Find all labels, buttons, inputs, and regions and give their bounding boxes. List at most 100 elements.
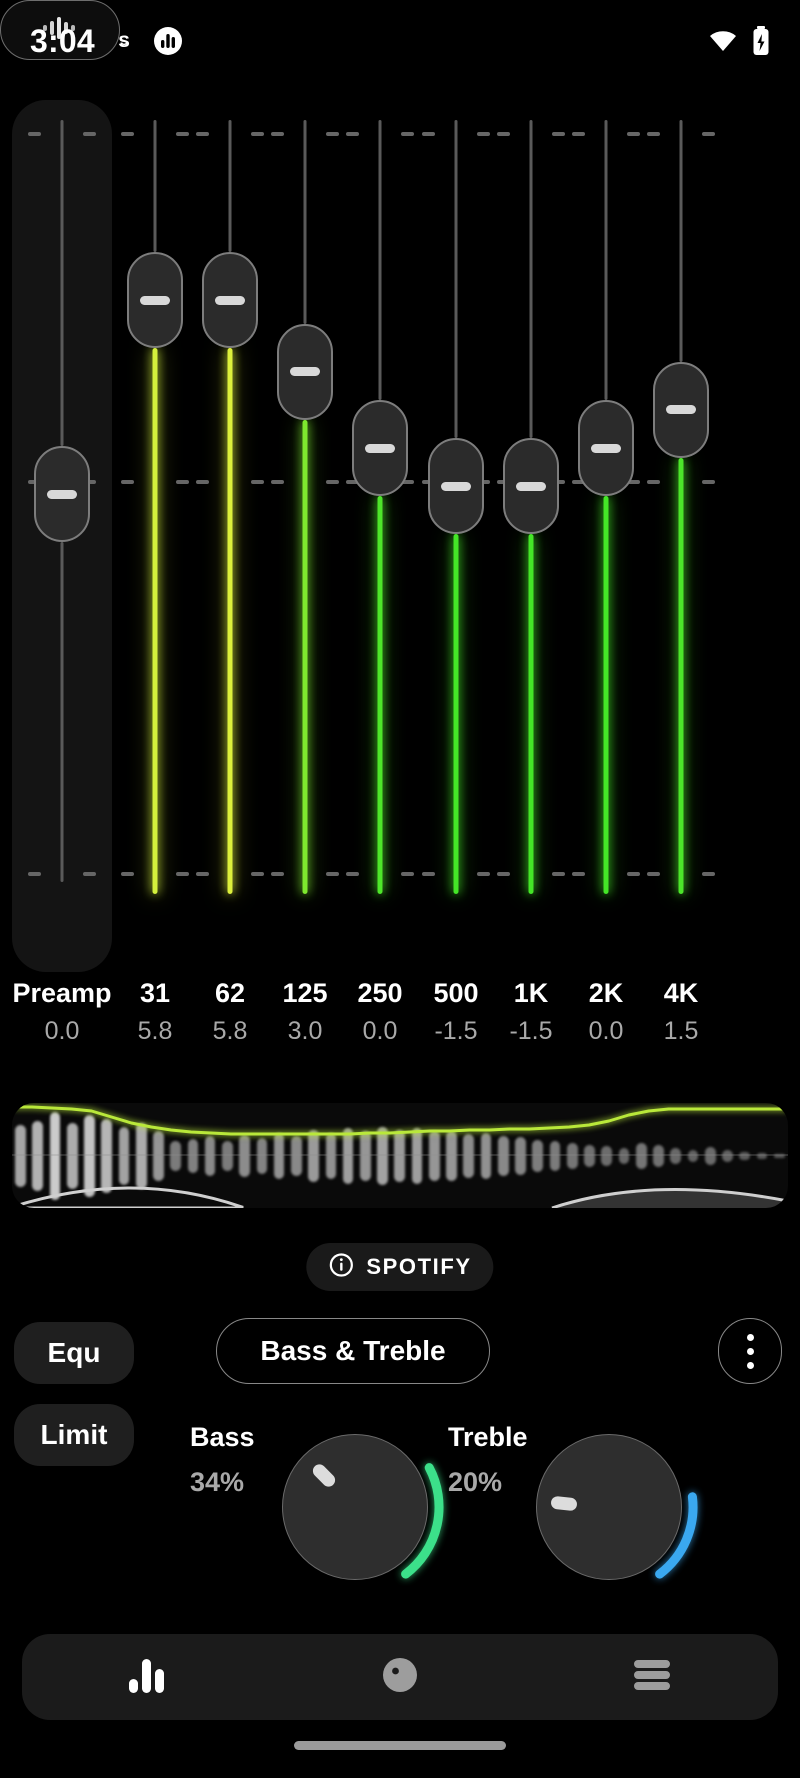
band-value: -1.5 bbox=[509, 1017, 553, 1045]
waveform-icon bbox=[38, 14, 82, 47]
eq-slider-250[interactable] bbox=[343, 82, 417, 972]
band-name: 250 bbox=[357, 978, 403, 1008]
slider-track-fill bbox=[528, 534, 534, 894]
eq-slider-4k[interactable] bbox=[644, 82, 718, 972]
slider-thumb[interactable] bbox=[34, 446, 90, 542]
eq-slider-31[interactable] bbox=[118, 82, 192, 972]
slider-tick bbox=[176, 872, 189, 876]
band-label-1k: 1K -1.5 bbox=[471, 980, 591, 1044]
eq-slider-2k[interactable] bbox=[569, 82, 643, 972]
slider-thumb-grip bbox=[47, 489, 77, 499]
slider-track-upper bbox=[228, 120, 232, 253]
nav-equalizer-tab[interactable] bbox=[22, 1634, 274, 1720]
slider-tick bbox=[28, 872, 41, 876]
eq-curve-path bbox=[12, 1105, 788, 1136]
bass-knob[interactable] bbox=[282, 1434, 428, 1580]
kebab-dot-2 bbox=[746, 1347, 754, 1355]
slider-tick bbox=[647, 132, 660, 136]
bass-knob-arc bbox=[401, 1463, 444, 1579]
slider-tick bbox=[401, 132, 414, 136]
visualizer-overlay-shapes bbox=[12, 1154, 788, 1208]
treble-knob-group: Treble 20% bbox=[448, 1424, 528, 1496]
band-value: 0.0 bbox=[44, 1017, 80, 1045]
slider-thumb[interactable] bbox=[653, 361, 709, 458]
band-value: 5.8 bbox=[212, 1017, 248, 1045]
slider-tick bbox=[497, 132, 510, 136]
slider-tick bbox=[572, 480, 585, 484]
slider-tick bbox=[196, 132, 209, 136]
slider-track-upper bbox=[604, 120, 608, 400]
slider-thumb[interactable] bbox=[202, 252, 258, 349]
bass-treble-tab[interactable]: Bass & Treble bbox=[216, 1318, 490, 1384]
slider-track-fill bbox=[377, 496, 383, 894]
band-label-2k: 2K 0.0 bbox=[546, 980, 666, 1044]
slider-track-fill bbox=[302, 419, 308, 894]
slider-thumb-grip bbox=[441, 481, 471, 491]
spectrum-visualizer[interactable] bbox=[12, 1103, 788, 1208]
band-label-500: 500 -1.5 bbox=[396, 980, 516, 1044]
slider-tick bbox=[422, 872, 435, 876]
slider-tick bbox=[647, 872, 660, 876]
treble-knob-indicator bbox=[550, 1495, 578, 1512]
band-label-250: 250 0.0 bbox=[320, 980, 440, 1044]
slider-thumb[interactable] bbox=[352, 400, 408, 496]
list-lines-icon bbox=[627, 1653, 677, 1702]
slider-tick bbox=[552, 132, 565, 136]
svg-text:S: S bbox=[119, 33, 128, 48]
slider-track-upper bbox=[679, 120, 683, 362]
slider-thumb[interactable] bbox=[277, 323, 333, 420]
slider-tick bbox=[121, 872, 134, 876]
band-label-125: 125 3.0 bbox=[245, 980, 365, 1044]
slider-tick bbox=[477, 872, 490, 876]
eq-response-curve bbox=[12, 1104, 788, 1137]
equalizer-notification-icon bbox=[153, 26, 183, 56]
nav-knob-tab[interactable] bbox=[274, 1634, 526, 1720]
band-value: 0.0 bbox=[362, 1017, 398, 1045]
band-value: 3.0 bbox=[287, 1017, 323, 1045]
slider-thumb[interactable] bbox=[503, 438, 559, 535]
band-label-31: 31 5.8 bbox=[95, 980, 215, 1044]
eq-slider-1k[interactable] bbox=[494, 82, 568, 972]
home-indicator[interactable] bbox=[294, 1741, 506, 1750]
limit-button[interactable]: Limit bbox=[14, 1404, 134, 1466]
slider-track-upper bbox=[153, 120, 157, 253]
source-badge[interactable]: SPOTIFY bbox=[306, 1243, 494, 1291]
equ-button[interactable]: Equ bbox=[14, 1322, 134, 1384]
slider-tick bbox=[702, 872, 715, 876]
slider-thumb[interactable] bbox=[578, 400, 634, 496]
band-name: 4K bbox=[663, 978, 699, 1008]
slider-track-fill bbox=[603, 496, 609, 894]
waveform-button[interactable] bbox=[0, 0, 120, 60]
eq-slider-500[interactable] bbox=[419, 82, 493, 972]
treble-knob-value: 20% bbox=[448, 1467, 503, 1497]
band-name: 62 bbox=[214, 978, 246, 1008]
status-bar-left: 3:04 S S bbox=[30, 23, 183, 60]
eq-slider-125[interactable] bbox=[268, 82, 342, 972]
slider-thumb-grip bbox=[365, 443, 395, 453]
slider-tick bbox=[346, 132, 359, 136]
band-value: 1.5 bbox=[663, 1017, 699, 1045]
info-icon bbox=[328, 1252, 354, 1283]
slider-thumb[interactable] bbox=[428, 438, 484, 535]
source-badge-label: SPOTIFY bbox=[366, 1254, 472, 1279]
treble-knob[interactable] bbox=[536, 1434, 682, 1580]
slider-thumb[interactable] bbox=[127, 252, 183, 349]
band-label-62: 62 5.8 bbox=[170, 980, 290, 1044]
bass-knob-value: 34% bbox=[190, 1467, 245, 1497]
slider-track-upper bbox=[529, 120, 533, 439]
eq-slider-62[interactable] bbox=[193, 82, 267, 972]
eq-slider-preamp[interactable] bbox=[25, 82, 99, 972]
equalizer-slider-group[interactable] bbox=[0, 82, 800, 972]
slider-tick bbox=[572, 132, 585, 136]
wifi-icon bbox=[708, 29, 738, 53]
slider-tick bbox=[401, 480, 414, 484]
slider-tick bbox=[196, 480, 209, 484]
bass-knob-indicator bbox=[309, 1461, 338, 1490]
slider-tick bbox=[401, 872, 414, 876]
nav-presets-tab[interactable] bbox=[526, 1634, 778, 1720]
band-label-4k: 4K 1.5 bbox=[621, 980, 741, 1044]
status-bar: 3:04 S S bbox=[0, 0, 800, 82]
overflow-menu-button[interactable] bbox=[718, 1318, 782, 1384]
slider-thumb-grip bbox=[516, 481, 546, 491]
